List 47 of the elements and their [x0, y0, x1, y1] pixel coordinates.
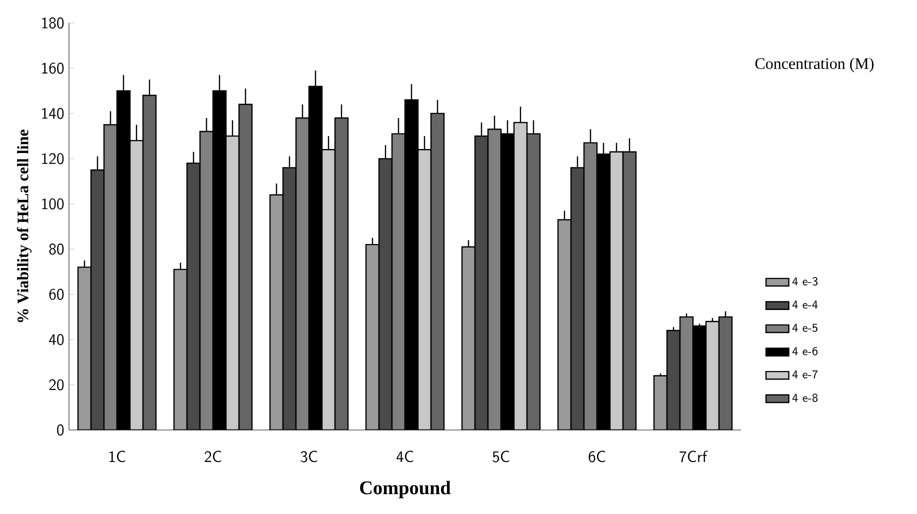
- bar: [622, 151, 637, 430]
- bar: [173, 268, 188, 430]
- legend-title: Concentration (M): [755, 58, 874, 72]
- x-tick-label: 3C: [300, 450, 318, 462]
- y-tick-label: 20: [49, 379, 64, 390]
- bar: [705, 320, 720, 430]
- y-tick-label: 40: [49, 334, 64, 346]
- bar: [417, 149, 432, 430]
- bar: [609, 151, 624, 430]
- x-tick-label: 7Crf: [680, 450, 708, 462]
- bar: [129, 140, 144, 430]
- y-tick-label: 60: [49, 288, 64, 300]
- bar: [365, 244, 380, 430]
- bar: [718, 316, 733, 430]
- legend-label: 4 e-5: [792, 324, 818, 332]
- y-tick-label: 180: [42, 17, 64, 29]
- bar: [77, 266, 92, 430]
- bar: [334, 117, 349, 430]
- x-tick-label: 5C: [492, 450, 510, 462]
- bar: [513, 122, 528, 430]
- bar: [653, 375, 668, 430]
- x-tick-label: 4C: [396, 450, 414, 462]
- bar: [225, 135, 240, 430]
- bar: [526, 133, 541, 430]
- bar: [430, 112, 445, 430]
- legend-label: 4 e-4: [792, 300, 818, 309]
- y-tick-label: 0: [57, 424, 64, 436]
- x-axis-title: Compound: [360, 480, 451, 498]
- legend-label: 4 e-6: [792, 346, 818, 356]
- bar: [461, 246, 476, 430]
- bar: [142, 94, 157, 430]
- x-tick-label: 1C: [109, 450, 126, 462]
- x-tick-label: 2C: [204, 450, 222, 462]
- y-tick-label: 160: [42, 62, 64, 74]
- y-tick-label: 80: [49, 244, 64, 255]
- y-tick-label: 140: [42, 108, 64, 120]
- bar: [321, 149, 336, 430]
- legend-label: 4 e-7: [792, 370, 818, 378]
- y-tick-label: 100: [42, 198, 64, 210]
- legend-label: 4 e-3: [792, 277, 818, 286]
- bar: [238, 104, 253, 430]
- x-tick-label: 6C: [588, 450, 606, 462]
- legend-label: 4 e-8: [792, 394, 818, 402]
- y-tick-label: 120: [42, 153, 64, 164]
- y-axis-title: % Viability of HeLa cell line: [16, 130, 32, 322]
- bar: [557, 219, 572, 430]
- bar: [269, 194, 284, 430]
